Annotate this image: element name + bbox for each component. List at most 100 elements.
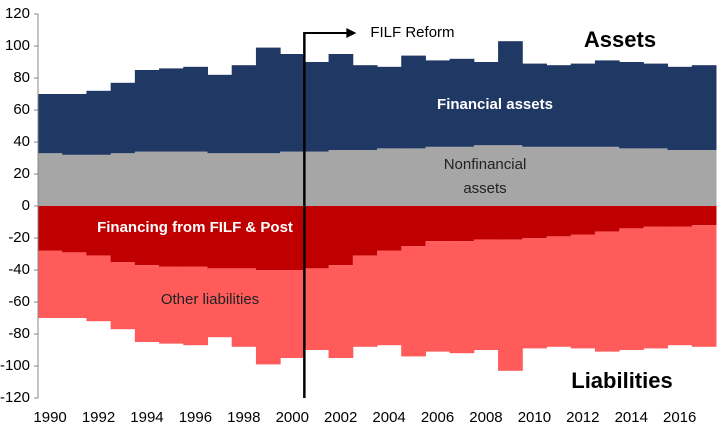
- x-tick-label: 1990: [33, 409, 66, 426]
- bar-segment: [473, 206, 499, 240]
- bar-segment: [594, 231, 620, 352]
- annotation: Assets: [584, 27, 656, 52]
- bar-segment: [183, 66, 208, 152]
- bar-segment: [280, 54, 305, 152]
- bar-segment: [498, 206, 523, 240]
- bar-segment: [159, 68, 184, 152]
- x-tick-label: 1998: [227, 409, 260, 426]
- bar-segment: [183, 206, 208, 267]
- bar-segment: [352, 255, 378, 347]
- bar-segment: [255, 47, 281, 154]
- y-tick-label: -40: [8, 261, 30, 278]
- bar-segment: [352, 206, 378, 256]
- bar-segment: [619, 228, 644, 350]
- bar-segment: [522, 146, 547, 206]
- y-tick-label: -100: [0, 357, 30, 374]
- y-tick-label: 120: [5, 5, 30, 22]
- bar-segment: [62, 154, 87, 206]
- bar-segment: [207, 268, 233, 338]
- bar-segment: [691, 225, 717, 347]
- bar-segment: [667, 206, 693, 227]
- bar-segment: [134, 151, 160, 206]
- arrow-head: [346, 28, 357, 38]
- bar-segment: [110, 206, 136, 262]
- bar-segment: [425, 60, 451, 147]
- bar-segment: [522, 206, 547, 238]
- bar-segment: [425, 146, 451, 206]
- y-tick-label: 60: [13, 101, 30, 118]
- bar-segment: [280, 270, 305, 358]
- bar-segment: [546, 65, 572, 147]
- bar-segment: [546, 206, 572, 237]
- bar-segment: [691, 206, 717, 226]
- series-label: Nonfinancial assets: [443, 156, 527, 197]
- bar-segment: [38, 94, 63, 154]
- bar-segment: [473, 62, 499, 146]
- bar-segment: [691, 65, 717, 150]
- bar-segment: [619, 148, 644, 206]
- x-tick-label: 2000: [276, 409, 309, 426]
- bar-segment: [134, 265, 160, 342]
- bar-segment: [449, 206, 475, 242]
- bar-segment: [62, 94, 87, 155]
- bar-segment: [594, 206, 620, 232]
- bar-segment: [62, 252, 87, 318]
- bar-segment: [498, 145, 523, 206]
- bar-segment: [231, 65, 257, 154]
- bar-segment: [304, 62, 330, 152]
- bar-segment: [231, 268, 257, 347]
- bar-segment: [619, 206, 644, 229]
- bar-segment: [546, 236, 572, 347]
- bar-segment: [401, 206, 426, 246]
- bar-segment: [231, 153, 257, 206]
- bar-segment: [594, 146, 620, 206]
- bar-segment: [643, 206, 669, 227]
- bar-segment: [643, 63, 669, 149]
- bar-segment: [207, 206, 233, 269]
- annotation: FILF Reform: [370, 24, 454, 41]
- bar-segment: [304, 206, 330, 269]
- bar-segment: [38, 153, 63, 206]
- annotation: Liabilities: [571, 368, 672, 393]
- bar-segment: [110, 82, 136, 154]
- x-tick-label: 2010: [518, 409, 551, 426]
- bar-segment: [110, 262, 136, 330]
- bar-segment: [86, 206, 112, 256]
- series-label: Other liabilities: [160, 291, 260, 308]
- bar-segment: [62, 206, 87, 253]
- y-tick-label: 0: [22, 197, 30, 214]
- y-tick-label: 40: [13, 133, 30, 150]
- bar-segment: [570, 206, 596, 235]
- bar-segment: [570, 146, 596, 206]
- bar-segment: [110, 153, 136, 206]
- bar-segment: [328, 265, 354, 358]
- bar-segment: [207, 74, 233, 154]
- bar-segment: [255, 153, 281, 206]
- y-tick-label: -80: [8, 325, 30, 342]
- bar-segment: [38, 206, 63, 251]
- bar-segment: [643, 226, 669, 349]
- bar-segment: [377, 66, 402, 149]
- bar-segment: [352, 65, 378, 150]
- bar-segment: [401, 148, 426, 206]
- bar-segment: [304, 151, 330, 206]
- bar-segment: [594, 60, 620, 147]
- bar-segment: [352, 150, 378, 206]
- bar-segment: [377, 148, 402, 206]
- bar-segment: [159, 266, 184, 344]
- bar-segment: [667, 226, 693, 346]
- bar-segment: [691, 150, 717, 206]
- bar-segment: [667, 150, 693, 206]
- y-tick-label: 80: [13, 69, 30, 86]
- bar-segment: [328, 206, 354, 266]
- bar-segment: [522, 238, 547, 349]
- bar-segment: [304, 268, 330, 350]
- bar-segment: [473, 145, 499, 206]
- bar-segment: [377, 206, 402, 251]
- x-tick-label: 2004: [372, 409, 405, 426]
- bar-segment: [86, 154, 112, 206]
- bar-segment: [255, 270, 281, 365]
- y-tick-label: -60: [8, 293, 30, 310]
- bar-segment: [328, 150, 354, 206]
